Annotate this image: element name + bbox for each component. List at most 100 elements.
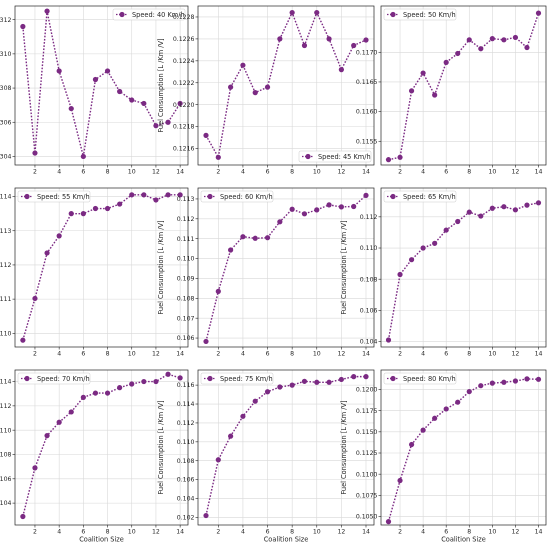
x-tick-label: 4: [241, 351, 245, 358]
data-point: [385, 337, 392, 343]
data-point: [338, 204, 344, 210]
data-point: [512, 378, 519, 384]
data-point: [489, 205, 495, 211]
x-tick-label: 12: [511, 351, 519, 358]
subplot-6: 2 4 6 8 10 12 14 0.104 0.106 0.108 0.110 0.112 Fuel …: [340, 187, 547, 358]
y-tick-label: 0.110: [360, 245, 378, 252]
y-axis-label: Fuel Consumption [L /Km /V]: [340, 220, 348, 314]
x-tick-label: 4: [421, 351, 425, 358]
legend-marker: [390, 375, 396, 382]
x-tick-label: 4: [57, 529, 61, 536]
x-tick-label: 8: [467, 529, 471, 536]
legend-label: Speed: 40 Km/h: [132, 11, 185, 19]
x-tick-label: 10: [313, 169, 321, 176]
data-point: [489, 380, 495, 386]
subplot-2: 2 4 6 8 10 12 14 0.1216 0.1218 0.1220 0.1222 0.1224…: [157, 5, 375, 176]
legend-label: Speed: 50 Km/h: [403, 11, 456, 19]
x-tick-label: 2: [398, 529, 402, 536]
data-point: [524, 202, 530, 208]
y-tick-label: 0.1220: [173, 102, 195, 109]
x-tick-label: 10: [128, 169, 136, 176]
data-point: [512, 34, 519, 41]
data-point: [443, 406, 449, 412]
data-point: [535, 10, 542, 16]
data-point: [489, 36, 495, 42]
x-tick-label: 6: [266, 169, 270, 176]
x-tick-label: 14: [535, 169, 543, 176]
data-point: [68, 105, 74, 112]
data-point: [264, 84, 271, 90]
y-tick-label: 0.1224: [173, 58, 195, 65]
data-point: [466, 37, 472, 43]
data-point: [228, 247, 234, 253]
subplot-1: 2 4 6 8 10 12 14 0.1304 0.1306 0.1308 0.1310 0.1312…: [0, 5, 189, 176]
data-point: [56, 233, 62, 239]
x-tick-label: 12: [337, 351, 345, 358]
series-line: [22, 373, 181, 517]
x-tick-label: 2: [216, 169, 220, 176]
x-tick-label: 2: [398, 169, 402, 176]
data-point: [397, 271, 403, 278]
subplot-4: 2 4 6 8 10 12 14 0.110 0.111 0.112 0.113 0.114 Fuel …: [0, 187, 189, 358]
data-point: [408, 88, 415, 94]
data-point: [443, 227, 449, 233]
x-tick-label: 2: [216, 351, 220, 358]
y-tick-label: 0.1226: [173, 36, 195, 43]
y-tick-label: 0.112: [177, 216, 195, 223]
data-point: [215, 154, 221, 160]
data-point: [338, 376, 344, 383]
data-point: [56, 419, 62, 425]
data-point: [153, 123, 159, 129]
legend-marker: [207, 375, 213, 382]
legend-label: Speed: 75 Km/h: [220, 375, 273, 383]
legend-label: Speed: 70 Km/h: [37, 375, 90, 383]
data-point: [326, 36, 332, 42]
data-point: [32, 150, 38, 156]
legend: Speed: 50 Km/h: [383, 8, 457, 21]
x-tick-label: 14: [362, 351, 370, 358]
legend: Speed: 40 Km/h: [112, 8, 186, 21]
x-axis-label: Coalition Size: [264, 536, 309, 544]
data-point: [512, 207, 519, 213]
legend: Speed: 45 Km/h: [298, 150, 372, 163]
data-point: [165, 119, 171, 125]
legend-marker: [305, 153, 311, 160]
plot-frame: [14, 5, 189, 166]
legend-marker: [207, 193, 213, 200]
data-point: [165, 371, 171, 377]
data-point: [363, 37, 369, 43]
data-point: [385, 157, 392, 163]
data-point: [240, 62, 246, 68]
x-tick-label: 8: [290, 529, 294, 536]
plot-frame: [197, 5, 375, 166]
data-point: [104, 205, 111, 212]
legend-label: Speed: 60 Km/h: [220, 193, 273, 201]
data-point: [203, 338, 209, 345]
legend-label: Speed: 65 Km/h: [403, 193, 456, 201]
legend-marker: [390, 193, 396, 200]
x-tick-label: 12: [152, 169, 160, 176]
x-tick-label: 14: [535, 351, 543, 358]
y-tick-label: 0.112: [360, 214, 378, 221]
data-point: [351, 374, 357, 380]
y-tick-label: 0.1050: [356, 514, 378, 521]
data-point: [408, 257, 415, 263]
legend-box: [383, 190, 457, 203]
data-point: [117, 88, 123, 95]
data-point: [301, 211, 308, 217]
y-tick-label: 0.108: [360, 276, 378, 283]
y-tick-label: 0.106: [177, 335, 195, 342]
legend: Speed: 55 Km/h: [17, 190, 91, 203]
subplot-3: 2 4 6 8 10 12 14 0.1155 0.1160 0.1165 0.1170 Speed:…: [356, 5, 547, 176]
y-tick-label: 0.106: [177, 477, 195, 484]
legend-marker: [24, 193, 30, 200]
data-point: [104, 68, 111, 74]
x-tick-label: 10: [128, 529, 136, 536]
data-point: [20, 513, 26, 520]
data-point: [363, 192, 369, 198]
x-axis-label: Coalition Size: [441, 536, 486, 544]
data-point: [129, 192, 135, 198]
data-point: [153, 197, 159, 203]
data-point: [501, 379, 507, 385]
x-tick-label: 10: [488, 351, 496, 358]
